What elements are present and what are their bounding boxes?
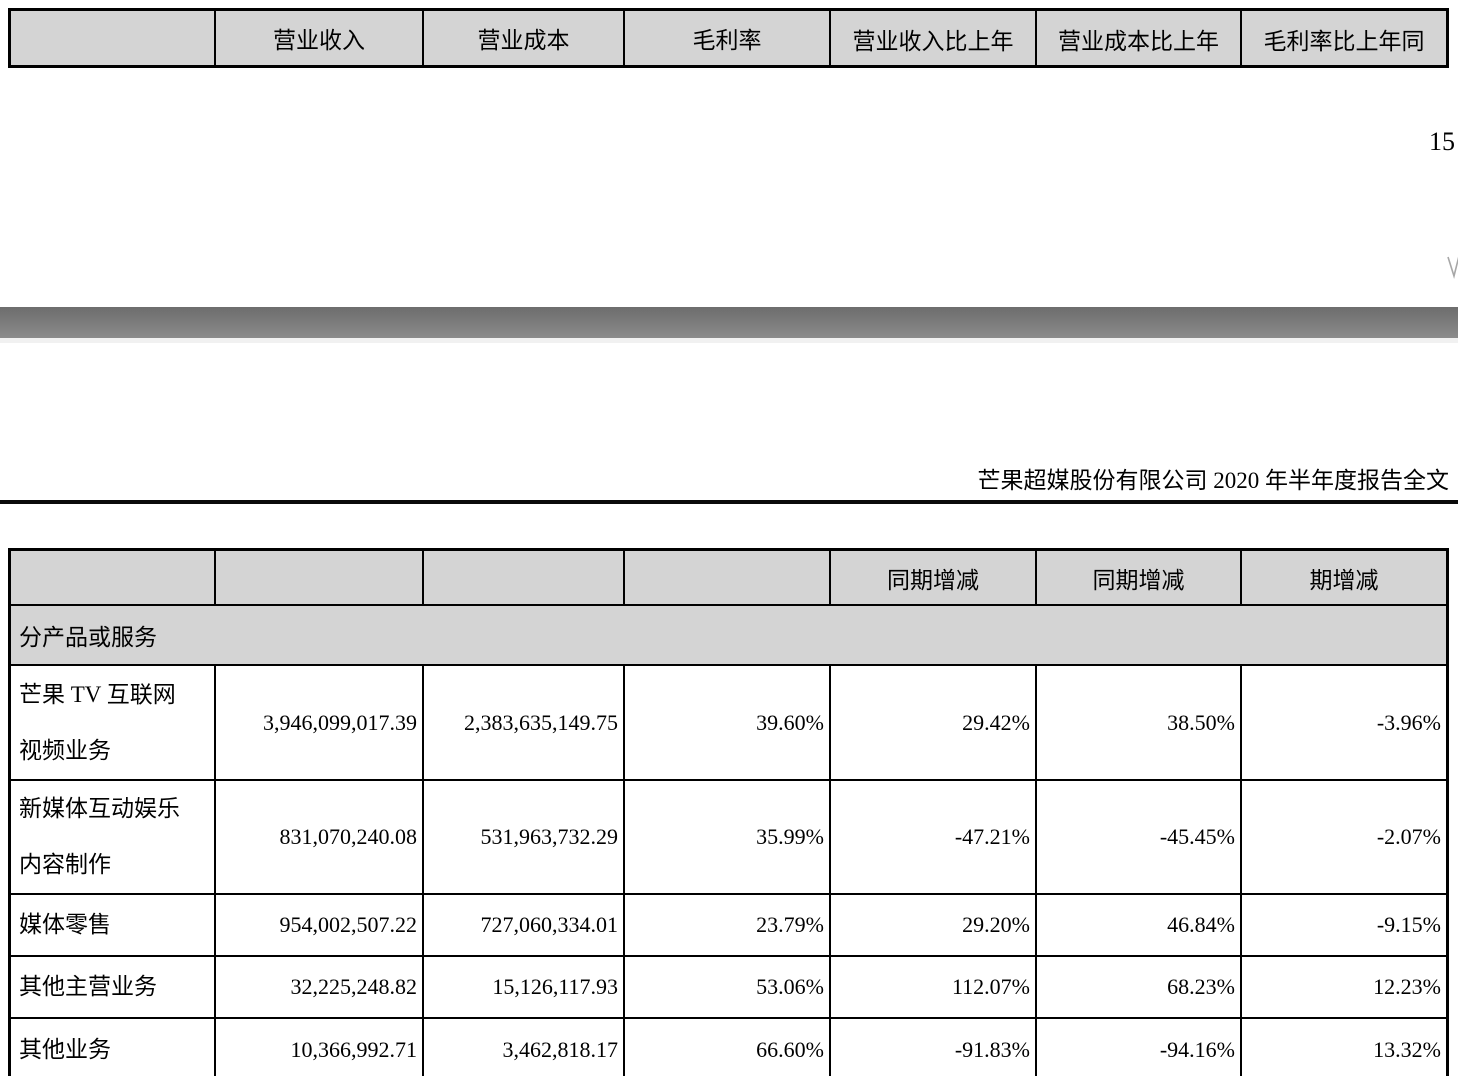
table-row-mango-tv: 芒果 TV 互联网 视频业务 3,946,099,017.39 2,383,63… — [11, 666, 1446, 781]
header-cell-empty — [11, 551, 216, 604]
segment-revenue-table: 同期增减 同期增减 期增减 分产品或服务 芒果 TV 互联网 视频业务 3,94… — [8, 548, 1449, 1076]
prev-page-table-header-fragment: 营业收入 营业成本 毛利率 营业收入比上年 营业成本比上年 毛利率比上年同 — [8, 8, 1449, 68]
cell-cost-yoy: -45.45% — [1037, 781, 1242, 893]
header-cell-cost: 营业成本 — [424, 11, 625, 65]
cell-revenue-yoy: 112.07% — [831, 957, 1037, 1017]
table-row-other-business: 其他业务 10,366,992.71 3,462,818.17 66.60% -… — [11, 1019, 1446, 1076]
section-label-by-product: 分产品或服务 — [11, 606, 1446, 664]
row-label: 新媒体互动娱乐 内容制作 — [11, 781, 216, 893]
cell-margin-yoy: 12.23% — [1373, 974, 1441, 999]
cell-cost-yoy: 46.84% — [1037, 895, 1242, 955]
cell-revenue: 3,946,099,017.39 — [216, 666, 424, 779]
row-label-line: 芒果 TV 互联网 — [19, 681, 176, 707]
cell-revenue: 831,070,240.08 — [216, 781, 424, 893]
page-number: 15 — [1429, 127, 1455, 156]
cell-gross-margin: 35.99% — [625, 781, 831, 893]
page-separator-edge — [0, 338, 1458, 343]
table-header-row: 营业收入 营业成本 毛利率 营业收入比上年 营业成本比上年 毛利率比上年同 — [11, 11, 1446, 65]
header-cell-empty — [216, 551, 424, 604]
header-cell-revenue: 营业收入 — [216, 11, 424, 65]
header-cell-margin-yoy: 毛利率比上年同 — [1242, 11, 1446, 65]
cell-margin-yoy: 13.32% — [1373, 1036, 1441, 1062]
header-cell-period-change: 期增减 — [1242, 551, 1446, 604]
row-label: 芒果 TV 互联网 视频业务 — [11, 666, 216, 779]
table-header-row: 同期增减 同期增减 期增减 — [11, 551, 1446, 606]
cell-cost-yoy: 38.50% — [1037, 666, 1242, 779]
cell-revenue-yoy: -47.21% — [831, 781, 1037, 893]
cell-revenue-yoy: 29.20% — [831, 895, 1037, 955]
cell-cost-yoy: 68.23% — [1037, 957, 1242, 1017]
cell-cost: 3,462,818.17 — [424, 1019, 625, 1076]
row-label-line: 内容制作 — [19, 852, 111, 877]
stray-check-mark — [1446, 251, 1458, 279]
row-label-line: 新媒体互动娱乐 — [19, 796, 180, 821]
cell-revenue: 954,002,507.22 — [216, 895, 424, 955]
cell-revenue: 32,225,248.82 — [216, 957, 424, 1017]
cell-cost: 2,383,635,149.75 — [424, 666, 625, 779]
cell-gross-margin: 53.06% — [625, 957, 831, 1017]
cell-revenue-yoy: -91.83% — [831, 1019, 1037, 1076]
document-title: 芒果超媒股份有限公司 2020 年半年度报告全文 — [977, 468, 1450, 493]
table-row-new-media-content: 新媒体互动娱乐 内容制作 831,070,240.08 531,963,732.… — [11, 781, 1446, 895]
cell-gross-margin: 66.60% — [625, 1019, 831, 1076]
cell-cost: 15,126,117.93 — [424, 957, 625, 1017]
header-cell-gross-margin: 毛利率 — [625, 11, 831, 65]
table-row-other-main-business: 其他主营业务 32,225,248.82 15,126,117.93 53.06… — [11, 957, 1446, 1019]
cell-revenue: 10,366,992.71 — [216, 1019, 424, 1076]
cell-cost: 531,963,732.29 — [424, 781, 625, 893]
header-cell-yoy-change: 同期增减 — [831, 551, 1037, 604]
header-cell-empty — [11, 11, 216, 65]
title-underline-rule — [0, 500, 1458, 504]
header-cell-empty — [424, 551, 625, 604]
header-cell-yoy-change: 同期增减 — [1037, 551, 1242, 604]
cell-gross-margin: 39.60% — [625, 666, 831, 779]
table-row-media-retail: 媒体零售 954,002,507.22 727,060,334.01 23.79… — [11, 895, 1446, 957]
header-cell-revenue-yoy: 营业收入比上年 — [831, 11, 1037, 65]
cell-revenue-yoy: 29.42% — [831, 666, 1037, 779]
header-cell-cost-yoy: 营业成本比上年 — [1037, 11, 1242, 65]
section-row: 分产品或服务 — [11, 606, 1446, 666]
cell-cost-yoy: -94.16% — [1037, 1019, 1242, 1076]
row-label: 其他业务 — [11, 1019, 216, 1076]
row-label: 媒体零售 — [11, 895, 216, 955]
cell-gross-margin: 23.79% — [625, 895, 831, 955]
cell-margin-yoy: -9.15% — [1376, 912, 1441, 937]
page-separator-bar — [0, 307, 1458, 338]
row-label: 其他主营业务 — [11, 957, 216, 1017]
header-cell-empty — [625, 551, 831, 604]
cell-margin-yoy: -3.96% — [1376, 709, 1441, 735]
cell-margin-yoy: -2.07% — [1376, 824, 1441, 849]
row-label-line: 视频业务 — [19, 737, 111, 763]
cell-cost: 727,060,334.01 — [424, 895, 625, 955]
